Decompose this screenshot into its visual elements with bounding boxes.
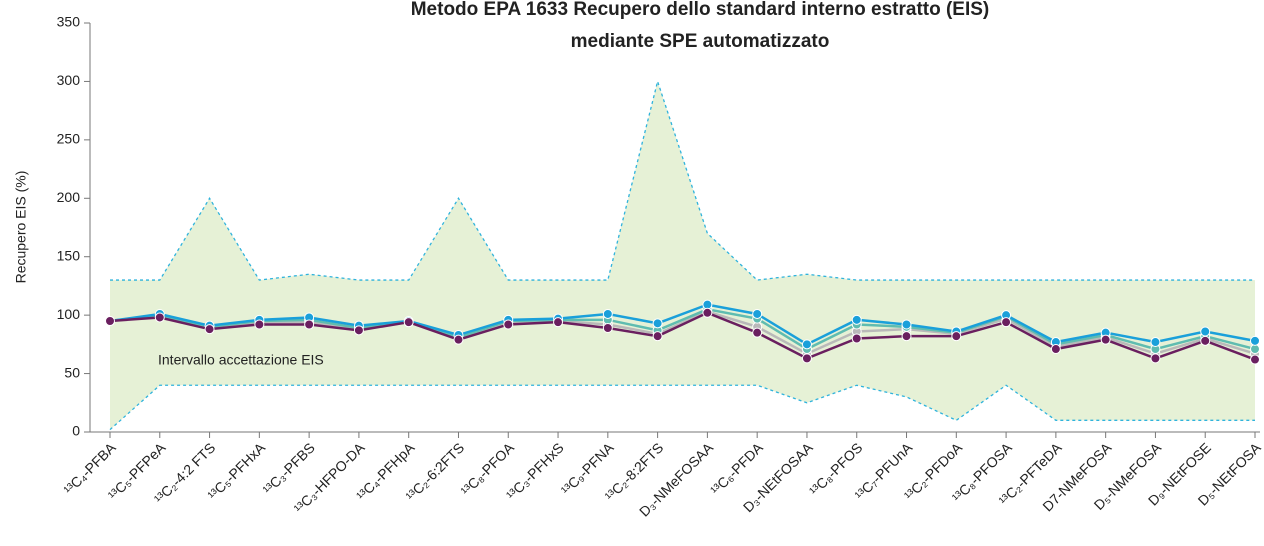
y-tick-label: 0	[72, 423, 80, 439]
data-point	[851, 314, 862, 325]
series-line	[109, 308, 1256, 351]
data-point	[1200, 335, 1211, 346]
y-tick-label: 100	[57, 306, 81, 322]
data-point	[1050, 344, 1061, 355]
data-point	[1100, 334, 1111, 345]
data-point	[602, 322, 613, 333]
data-point	[851, 333, 862, 344]
y-tick-label: 150	[57, 247, 81, 263]
data-point	[304, 319, 315, 330]
data-point	[1001, 317, 1012, 328]
acceptance-range	[110, 81, 1255, 430]
chart-title: Metodo EPA 1633 Recupero dello standard …	[411, 0, 990, 20]
data-point	[1250, 344, 1260, 355]
y-axis-label: Recupero EIS (%)	[13, 171, 29, 284]
data-point	[752, 327, 763, 338]
data-point	[801, 353, 812, 364]
data-point	[702, 299, 713, 310]
data-point	[1150, 353, 1161, 364]
series-line	[109, 311, 1256, 361]
y-tick-label: 300	[57, 72, 81, 88]
data-point	[204, 324, 215, 335]
data-point	[602, 308, 613, 319]
range-label: Intervallo accettazione EIS	[158, 352, 324, 368]
data-point	[1200, 326, 1211, 337]
data-point	[105, 315, 115, 326]
data-point	[652, 318, 663, 329]
range-lower	[109, 384, 1255, 431]
data-point	[901, 319, 912, 330]
data-point	[752, 308, 763, 319]
data-point	[553, 317, 564, 328]
data-point	[801, 339, 812, 350]
data-point	[652, 331, 663, 342]
data-point	[453, 334, 464, 345]
data-point	[901, 331, 912, 342]
data-point	[1250, 354, 1260, 365]
y-tick-label: 250	[57, 131, 81, 147]
data-point	[702, 307, 713, 318]
data-point	[503, 319, 514, 330]
data-point	[1150, 337, 1161, 348]
data-point	[1250, 335, 1260, 346]
y-tick-label: 200	[57, 189, 81, 205]
series-line	[109, 303, 1256, 346]
series-line	[109, 310, 1256, 356]
y-tick-label: 50	[64, 364, 80, 380]
range-upper	[110, 79, 1255, 281]
chart-title: mediante SPE automatizzato	[571, 31, 830, 52]
y-tick-label: 350	[57, 14, 81, 30]
data-point	[403, 317, 414, 328]
data-point	[951, 331, 962, 342]
data-point	[254, 319, 265, 330]
data-point	[154, 312, 165, 323]
data-point	[353, 325, 364, 336]
